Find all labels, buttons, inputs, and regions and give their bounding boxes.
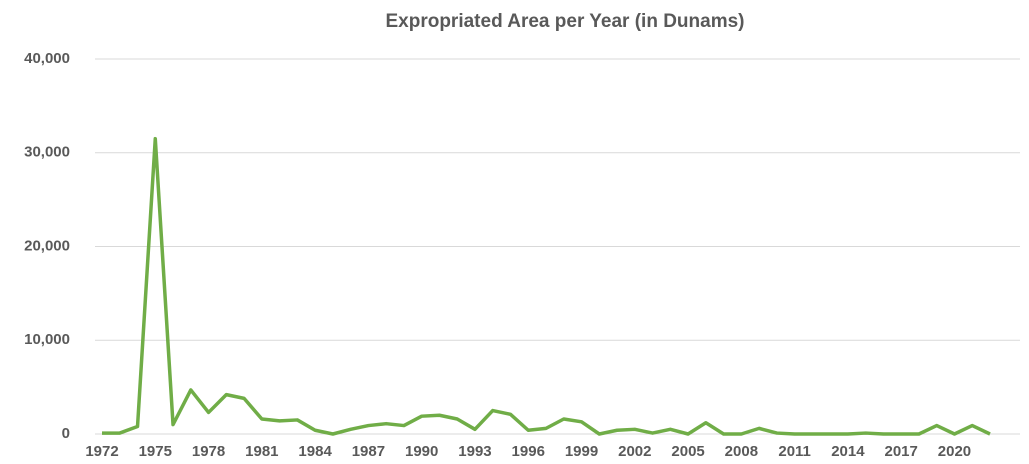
x-tick-label: 1978 xyxy=(192,443,225,460)
x-tick-label: 2008 xyxy=(725,443,758,460)
y-tick-label: 40,000 xyxy=(24,50,70,67)
x-tick-label: 1984 xyxy=(298,443,332,460)
x-tick-label: 2017 xyxy=(885,443,918,460)
x-tick-label: 1996 xyxy=(512,443,545,460)
x-tick-label: 1987 xyxy=(352,443,385,460)
x-tick-label: 1999 xyxy=(565,443,598,460)
data-line xyxy=(102,136,991,436)
y-tick-label: 10,000 xyxy=(24,331,70,348)
x-tick-label: 2014 xyxy=(831,443,865,460)
x-tick-label: 1993 xyxy=(458,443,491,460)
x-tick-label: 1975 xyxy=(139,443,172,460)
x-tick-label: 2011 xyxy=(778,443,811,460)
x-tick-label: 1981 xyxy=(245,443,278,460)
y-tick-label: 0 xyxy=(62,425,70,442)
x-tick-label: 2020 xyxy=(938,443,971,460)
y-tick-label: 30,000 xyxy=(24,144,70,161)
y-tick-label: 20,000 xyxy=(24,237,70,254)
x-tick-label: 1972 xyxy=(85,443,118,460)
chart-title: Expropriated Area per Year (in Dunams) xyxy=(385,11,744,32)
x-tick-label: 2002 xyxy=(618,443,651,460)
x-tick-label: 1990 xyxy=(405,443,438,460)
x-tick-label: 2005 xyxy=(671,443,704,460)
